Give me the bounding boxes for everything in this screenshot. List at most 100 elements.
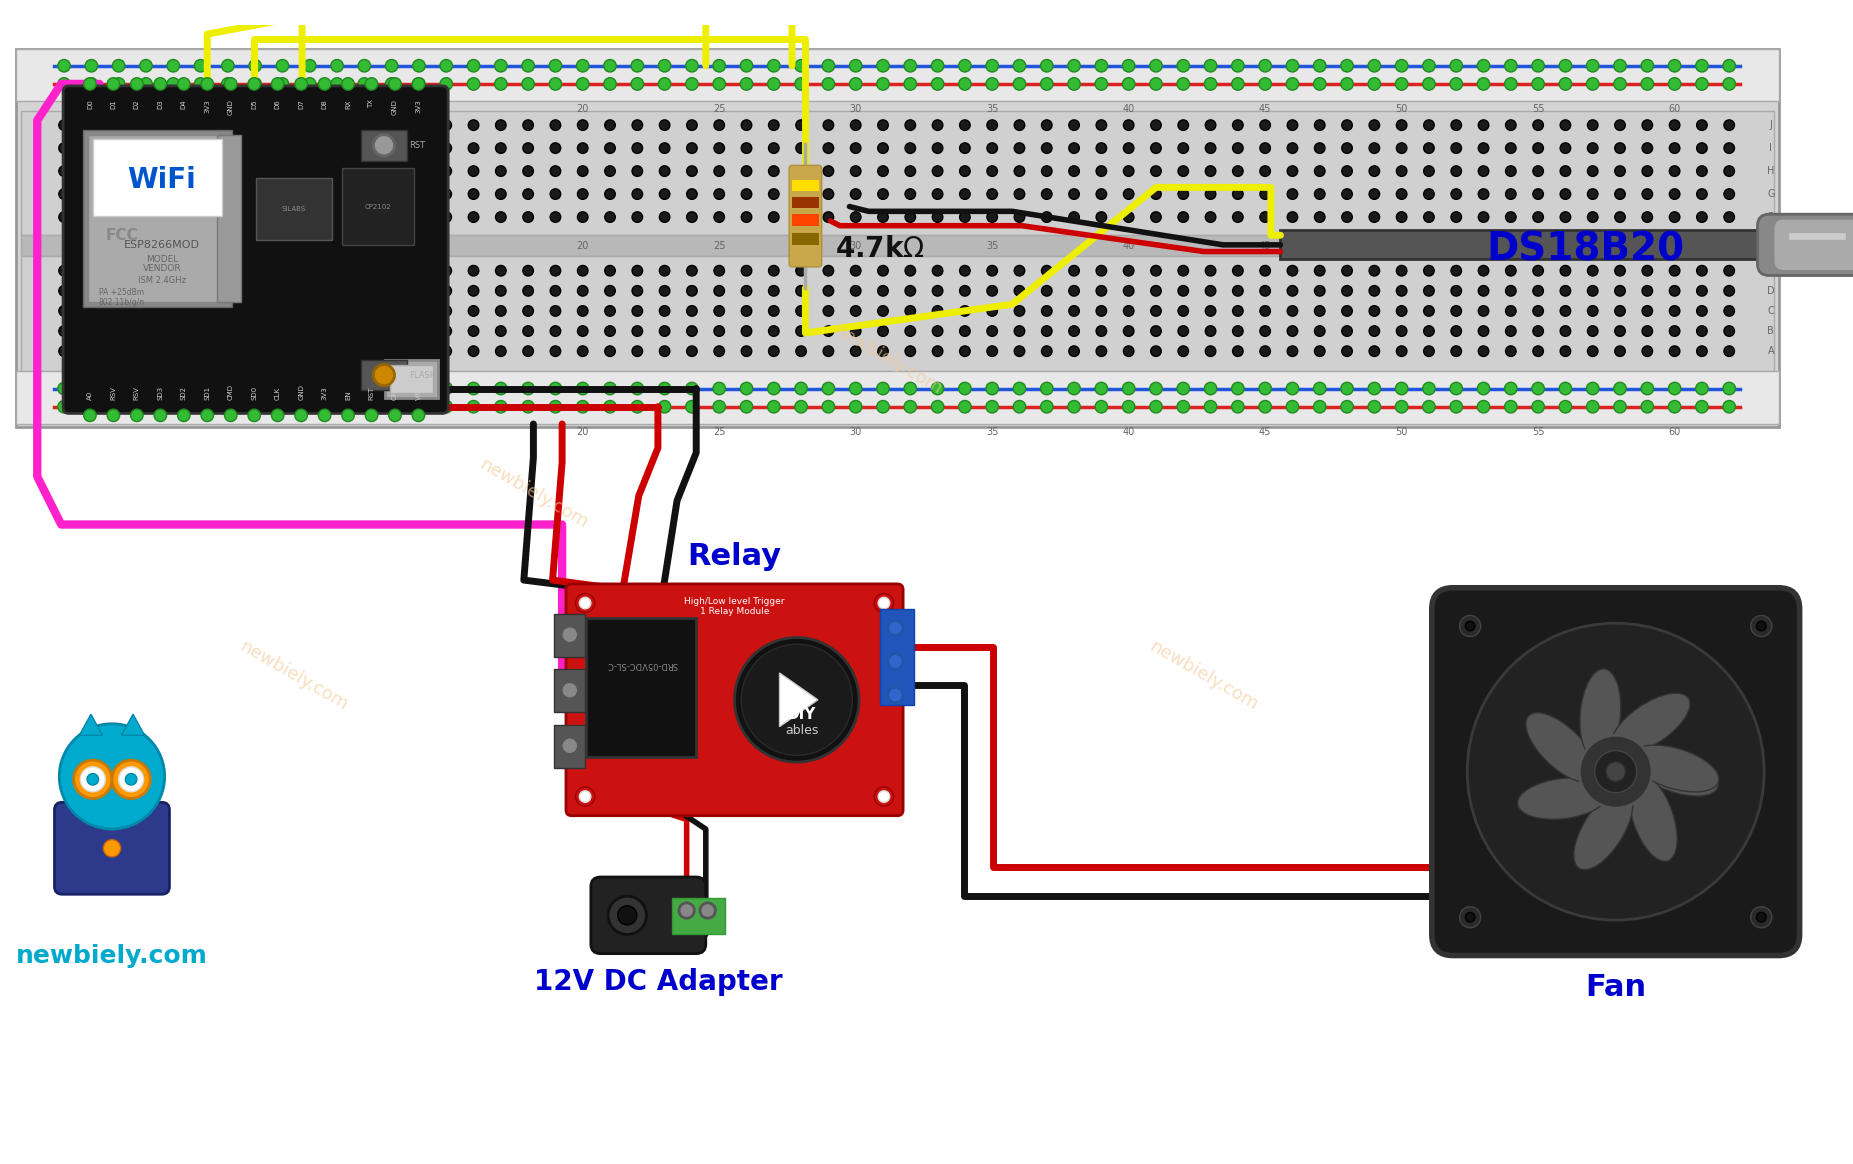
Circle shape [1014, 78, 1027, 90]
Text: VENDOR: VENDOR [143, 264, 182, 274]
Circle shape [413, 59, 424, 72]
Circle shape [278, 285, 287, 296]
Circle shape [1477, 59, 1490, 72]
Circle shape [85, 400, 98, 413]
Circle shape [1151, 212, 1162, 222]
Circle shape [224, 409, 237, 421]
Circle shape [1614, 265, 1625, 276]
Circle shape [578, 265, 587, 276]
Circle shape [250, 265, 261, 276]
Circle shape [1123, 326, 1134, 336]
Circle shape [83, 78, 96, 90]
Bar [361, 360, 408, 390]
Circle shape [278, 189, 287, 199]
Circle shape [1751, 616, 1771, 637]
Circle shape [276, 78, 289, 90]
Circle shape [1260, 265, 1271, 276]
Circle shape [604, 400, 617, 413]
Circle shape [604, 212, 615, 222]
Circle shape [578, 189, 587, 199]
Circle shape [1451, 165, 1462, 177]
Circle shape [1232, 285, 1243, 296]
Circle shape [878, 120, 888, 130]
Circle shape [195, 165, 206, 177]
Circle shape [154, 409, 167, 421]
Circle shape [576, 78, 589, 90]
Circle shape [523, 265, 534, 276]
Text: RX: RX [345, 99, 350, 108]
Circle shape [550, 120, 561, 130]
Circle shape [1342, 265, 1353, 276]
Circle shape [278, 212, 287, 222]
Circle shape [387, 346, 397, 356]
Circle shape [878, 165, 888, 177]
Circle shape [1614, 120, 1625, 130]
Circle shape [904, 143, 915, 154]
Circle shape [332, 59, 343, 72]
Circle shape [1260, 120, 1271, 130]
Circle shape [169, 326, 178, 336]
Circle shape [878, 790, 889, 802]
Circle shape [139, 78, 152, 90]
Circle shape [1560, 189, 1571, 199]
Circle shape [359, 120, 369, 130]
Circle shape [169, 285, 178, 296]
Circle shape [167, 78, 180, 90]
Circle shape [960, 143, 971, 154]
Circle shape [795, 59, 808, 72]
Circle shape [1723, 382, 1736, 395]
Circle shape [1614, 326, 1625, 336]
Circle shape [104, 839, 120, 857]
Circle shape [341, 78, 354, 90]
Circle shape [113, 265, 124, 276]
Circle shape [1014, 265, 1025, 276]
Circle shape [687, 212, 697, 222]
Circle shape [1151, 165, 1162, 177]
Circle shape [1177, 400, 1190, 413]
Circle shape [550, 189, 561, 199]
Circle shape [632, 306, 643, 317]
Circle shape [469, 306, 478, 317]
Circle shape [1014, 212, 1025, 222]
Circle shape [113, 326, 124, 336]
Circle shape [1670, 143, 1681, 154]
Circle shape [1397, 212, 1406, 222]
Circle shape [904, 78, 917, 90]
Circle shape [686, 400, 699, 413]
Circle shape [1642, 59, 1653, 72]
Circle shape [195, 59, 208, 72]
Circle shape [278, 306, 287, 317]
Circle shape [1532, 382, 1544, 395]
Circle shape [1614, 346, 1625, 356]
Circle shape [660, 306, 671, 317]
Text: ISM 2.4GHz: ISM 2.4GHz [137, 276, 185, 285]
Circle shape [59, 306, 69, 317]
Circle shape [113, 143, 124, 154]
Bar [586, 618, 697, 758]
Circle shape [1041, 78, 1053, 90]
Circle shape [85, 120, 96, 130]
Circle shape [1314, 120, 1325, 130]
Circle shape [888, 654, 902, 669]
Text: CLK: CLK [274, 386, 280, 400]
Circle shape [1723, 143, 1734, 154]
Circle shape [119, 767, 143, 792]
Circle shape [1670, 189, 1681, 199]
Circle shape [713, 78, 725, 90]
Bar [791, 233, 819, 244]
Circle shape [1342, 400, 1353, 413]
Circle shape [1097, 285, 1106, 296]
Circle shape [1314, 382, 1327, 395]
Circle shape [1642, 265, 1653, 276]
Circle shape [741, 326, 752, 336]
Circle shape [1369, 346, 1380, 356]
Circle shape [85, 265, 96, 276]
Circle shape [113, 165, 124, 177]
Circle shape [1369, 143, 1380, 154]
FancyBboxPatch shape [54, 802, 169, 894]
Circle shape [1451, 212, 1462, 222]
Text: D8: D8 [322, 99, 328, 109]
Circle shape [608, 896, 647, 935]
Text: 802.11b/g/n: 802.11b/g/n [98, 298, 145, 307]
Circle shape [1041, 382, 1053, 395]
